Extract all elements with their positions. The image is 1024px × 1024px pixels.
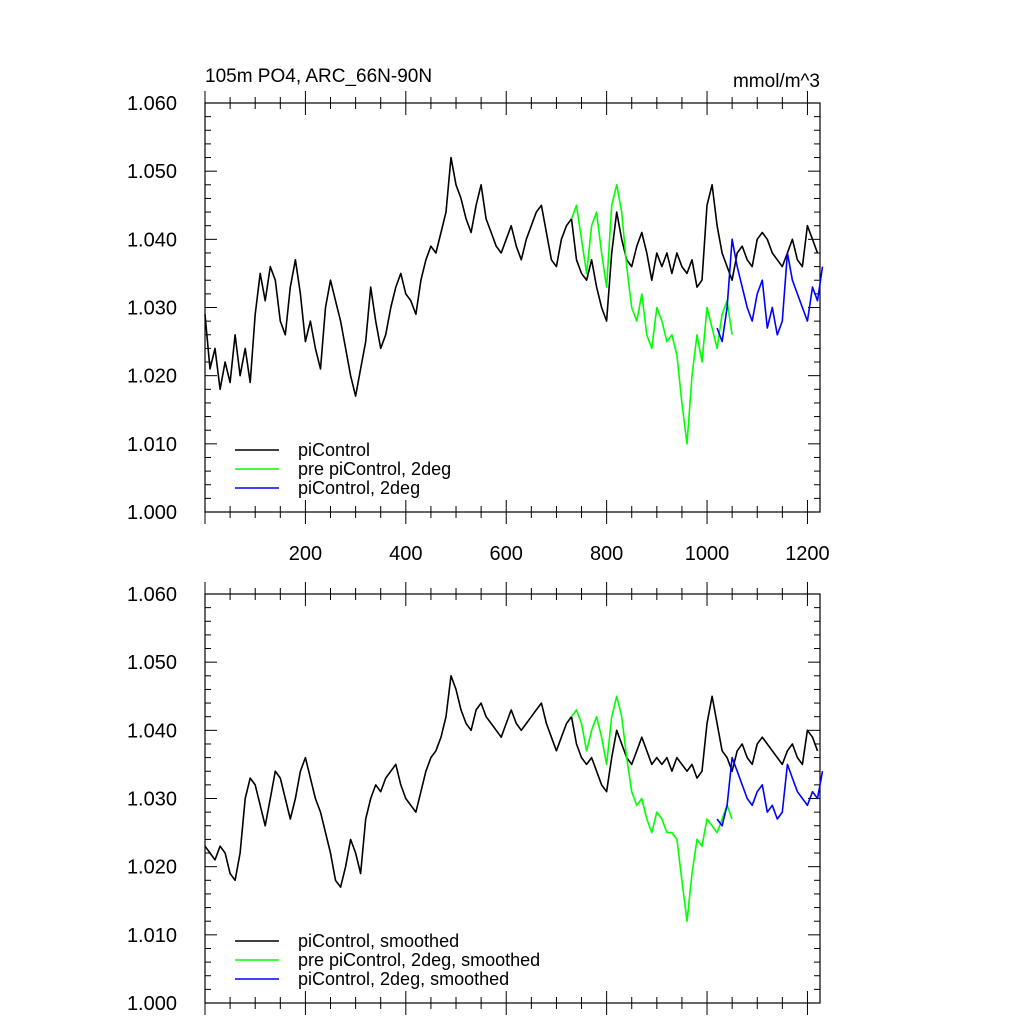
y-tick-label: 1.000 — [127, 502, 177, 524]
y-tick-label: 1.010 — [127, 925, 177, 947]
series-line-picontrol-2deg-smoothed — [716, 756, 824, 827]
y-tick-label: 1.050 — [127, 161, 177, 183]
legend-label-picontrol-2deg-smoothed: piControl, 2deg, smoothed — [298, 969, 509, 989]
y-tick-label: 1.010 — [127, 434, 177, 456]
units-label: mmol/m^3 — [733, 71, 820, 92]
series-line-picontrol-smoothed — [204, 674, 819, 888]
chart-panel-bottom: 1.000 1.010 1.020 1.030 1.040 1.050 1.060 piCon… — [127, 582, 824, 1015]
y-tick-label: 1.060 — [127, 584, 177, 606]
x-tick-label: 200 — [289, 543, 322, 565]
series-line-pre-picontrol-2deg-smoothed — [570, 695, 733, 923]
y-tick-label: 1.020 — [127, 857, 177, 879]
legend-label-pre-picontrol-2deg-smoothed: pre piControl, 2deg, smoothed — [298, 950, 540, 970]
x-tick-label: 400 — [389, 543, 422, 565]
y-tick-label: 1.040 — [127, 720, 177, 742]
series-line-picontrol-2deg — [716, 238, 824, 343]
chart-panel-top: 1.000 1.010 1.020 1.030 1.040 1.050 1.060 200 40… — [127, 66, 830, 565]
y-tick-label: 1.050 — [127, 652, 177, 674]
legend-label-pre-picontrol-2deg: pre piControl, 2deg — [298, 459, 451, 479]
x-tick-label: 1000 — [685, 543, 730, 565]
series-line-picontrol — [204, 156, 819, 397]
y-tick-label: 1.040 — [127, 229, 177, 251]
series-line-pre-picontrol-2deg — [570, 184, 733, 445]
chart-title: 105m PO4, ARC_66N-90N — [205, 66, 432, 87]
x-tick-label: 600 — [490, 543, 523, 565]
x-tick-label: 1200 — [785, 543, 830, 565]
y-tick-label: 1.030 — [127, 298, 177, 320]
y-tick-label: 1.020 — [127, 366, 177, 388]
legend-label-picontrol-smoothed: piControl, smoothed — [298, 931, 459, 951]
y-tick-label: 1.030 — [127, 789, 177, 811]
legend-label-picontrol: piControl — [298, 440, 370, 460]
y-tick-label: 1.060 — [127, 93, 177, 115]
x-tick-label: 800 — [590, 543, 623, 565]
y-tick-label: 1.000 — [127, 993, 177, 1015]
legend-label-picontrol-2deg: piControl, 2deg — [298, 478, 420, 498]
